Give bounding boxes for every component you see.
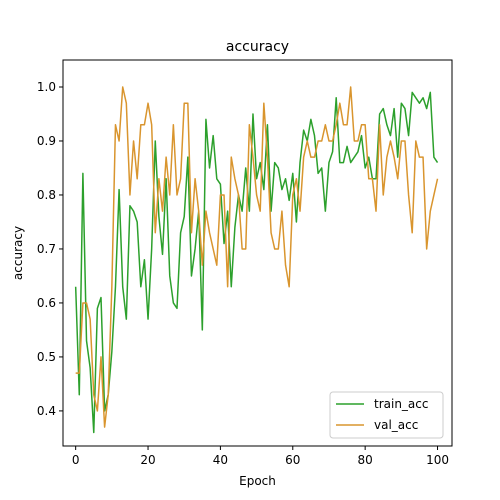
y-tick-label: 0.8 <box>37 188 56 202</box>
x-tick-label: 60 <box>285 453 300 467</box>
y-tick-label: 0.4 <box>37 404 56 418</box>
y-tick-label: 0.9 <box>37 134 56 148</box>
series-line-train-acc <box>74 91 439 434</box>
y-tick-label: 0.6 <box>37 296 56 310</box>
y-axis-label: accuracy <box>11 226 25 280</box>
legend-label-val-acc: val_acc <box>374 418 418 432</box>
plot-frame <box>62 59 453 447</box>
chart-title: accuracy <box>226 39 289 55</box>
legend: train_acc val_acc <box>329 391 444 439</box>
series-line-val-acc <box>75 86 439 428</box>
y-tick-label: 1.0 <box>37 80 56 94</box>
x-tick-label: 40 <box>213 453 228 467</box>
x-tick-label: 20 <box>140 453 155 467</box>
y-tick-label: 0.7 <box>37 242 56 256</box>
series-layer <box>74 86 439 434</box>
x-axis-label: Epoch <box>239 474 276 488</box>
ticks-layer: 0 20 40 60 80 100 0.4 0.5 0.6 0.7 0.8 0.9 1.0 <box>37 80 449 467</box>
y-tick-label: 0.5 <box>37 350 56 364</box>
x-tick-label: 100 <box>426 453 449 467</box>
legend-label-train-acc: train_acc <box>374 397 428 411</box>
x-tick-label: 0 <box>72 453 80 467</box>
x-tick-label: 80 <box>358 453 373 467</box>
